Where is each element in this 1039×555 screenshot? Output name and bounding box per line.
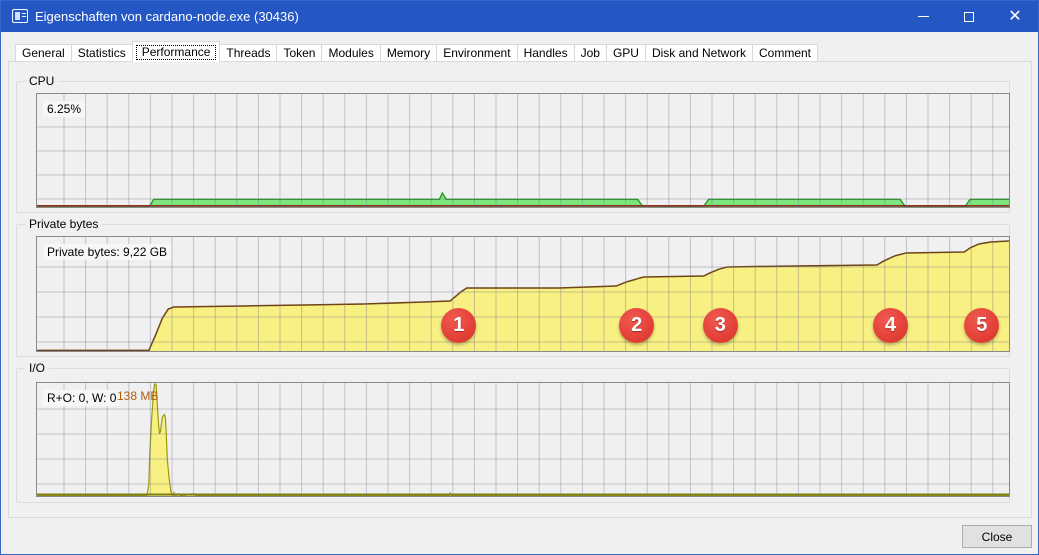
tab-modules[interactable]: Modules [322,44,381,62]
tab-disk-and-network[interactable]: Disk and Network [645,44,753,62]
close-window-button[interactable]: ✕ [992,1,1038,32]
tab-general[interactable]: General [15,44,72,62]
tab-strip: General Statistics Performance Threads T… [15,41,819,62]
io-value: R+O: 0, W: 0 [43,390,121,406]
io-graph [37,383,1009,496]
title-bar[interactable]: Eigenschaften von cardano-node.exe (3043… [1,1,1038,32]
cpu-group-label: CPU [25,74,59,88]
minimize-icon [917,16,929,17]
tab-statistics[interactable]: Statistics [71,44,133,62]
io-chart: R+O: 0, W: 0 138 MB [36,382,1010,497]
io-group-label: I/O [25,361,50,375]
cpu-usage-chart: 6.25% [36,93,1010,208]
private-bytes-group: Private bytes Private bytes: 9,22 GB 1 2… [16,217,1010,357]
app-icon [12,9,28,23]
tab-memory[interactable]: Memory [380,44,438,62]
tab-gpu[interactable]: GPU [606,44,646,62]
tab-job[interactable]: Job [574,44,607,62]
io-group: I/O R+O: 0, W: 0 138 MB [16,361,1010,503]
window-title: Eigenschaften von cardano-node.exe (3043… [35,9,299,24]
maximize-button[interactable] [946,1,992,32]
step-marker-3: 3 [702,308,738,344]
tab-handles[interactable]: Handles [517,44,575,62]
private-bytes-value: Private bytes: 9,22 GB [43,244,172,260]
private-bytes-group-label: Private bytes [25,217,103,231]
tab-threads[interactable]: Threads [220,44,278,62]
close-icon: ✕ [1008,7,1022,25]
step-marker-5: 5 [964,308,1000,344]
close-button[interactable]: Close [962,525,1032,548]
step-marker-1: 1 [441,308,477,344]
tab-token[interactable]: Token [277,44,323,62]
cpu-usage-value: 6.25% [43,101,86,117]
io-scale-label: 138 MB [117,389,159,403]
step-marker-2: 2 [619,308,655,344]
window-controls: ✕ [900,1,1038,32]
cpu-group: CPU 6.25% [16,74,1010,213]
minimize-button[interactable] [900,1,946,32]
private-bytes-chart: Private bytes: 9,22 GB 1 2 3 4 5 [36,236,1010,352]
tab-environment[interactable]: Environment [437,44,518,62]
performance-tab-page: CPU 6.25% Private bytes Private bytes: 9… [8,61,1032,518]
cpu-usage-graph [37,94,1009,207]
maximize-icon [964,11,974,22]
tab-performance[interactable]: Performance [131,41,221,62]
step-marker-4: 4 [872,308,908,344]
private-bytes-graph [37,237,1009,351]
tab-comment[interactable]: Comment [753,44,819,62]
